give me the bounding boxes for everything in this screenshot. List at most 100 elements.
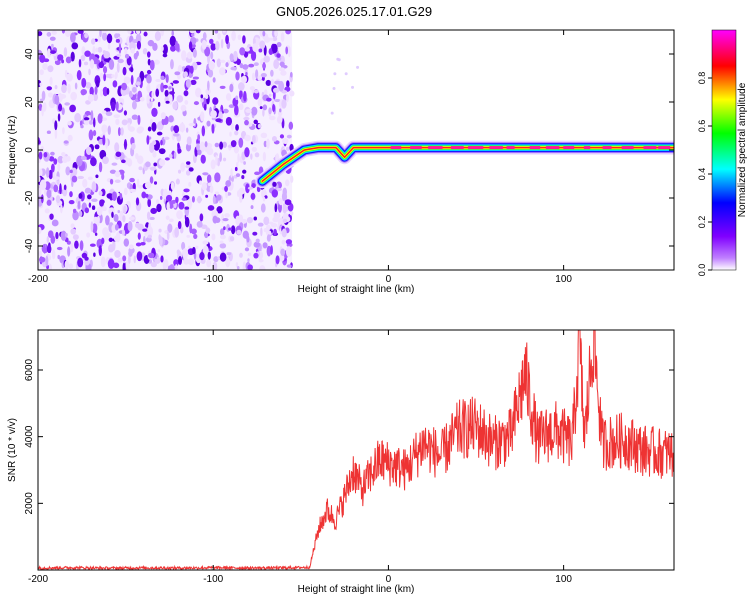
noise-blob <box>193 117 197 128</box>
noise-blob <box>88 202 92 208</box>
noise-blob <box>278 254 285 262</box>
noise-blob <box>39 82 43 87</box>
noise-blob <box>229 131 232 137</box>
noise-blob <box>215 118 222 123</box>
noise-blob <box>268 93 272 97</box>
noise-blob <box>135 242 142 247</box>
noise-blob <box>245 108 252 113</box>
noise-blob <box>146 94 150 104</box>
noise-blob <box>196 143 200 152</box>
noise-blob <box>128 250 133 257</box>
noise-blob <box>168 218 174 223</box>
noise-blob <box>200 94 204 99</box>
noise-blob <box>57 155 64 164</box>
noise-blob <box>147 234 153 239</box>
noise-blob <box>174 264 178 270</box>
noise-blob <box>193 101 200 106</box>
noise-blob <box>146 85 150 92</box>
noise-blob <box>105 215 110 226</box>
noise-blob <box>67 246 71 257</box>
noise-blob <box>271 135 277 142</box>
noise-blob <box>121 173 125 181</box>
noise-blob <box>247 252 252 257</box>
noise-blob <box>138 166 143 171</box>
noise-blob <box>90 221 94 233</box>
noise-blob <box>259 265 266 270</box>
noise-blob <box>78 210 83 217</box>
noise-blob <box>274 30 278 37</box>
noise-blob <box>216 157 221 167</box>
noise-blob <box>146 74 152 84</box>
noise-blob <box>61 59 65 64</box>
noise-blob <box>182 248 189 259</box>
noise-blob <box>144 193 149 198</box>
noise-blob <box>235 71 240 81</box>
noise-blob <box>332 86 336 90</box>
noise-blob <box>153 181 158 185</box>
noise-blob <box>155 199 160 205</box>
noise-blob <box>86 232 91 238</box>
noise-blob <box>219 85 226 89</box>
noise-blob <box>178 201 185 210</box>
noise-blob <box>55 231 59 240</box>
noise-blob <box>186 136 192 146</box>
noise-blob <box>254 152 260 158</box>
noise-blob <box>220 59 226 63</box>
noise-blob <box>255 69 259 79</box>
y-tick-label: 4000 <box>24 425 35 448</box>
noise-blob <box>155 78 161 83</box>
noise-blob <box>115 118 120 126</box>
noise-blob <box>159 195 163 200</box>
noise-blob <box>197 134 201 141</box>
noise-blob <box>209 38 214 45</box>
noise-blob <box>230 225 236 235</box>
noise-blob <box>160 30 165 37</box>
noise-blob <box>112 80 118 88</box>
noise-blob <box>177 142 180 149</box>
noise-blob <box>185 170 191 176</box>
noise-blob <box>193 233 198 239</box>
noise-blob <box>183 90 189 97</box>
x-tick-label: -200 <box>28 274 48 285</box>
noise-blob <box>285 179 290 187</box>
noise-blob <box>168 86 172 90</box>
noise-blob <box>47 249 51 254</box>
noise-blob <box>172 101 178 110</box>
noise-blob <box>188 167 194 172</box>
noise-blob <box>230 168 233 178</box>
noise-blob <box>107 258 115 270</box>
noise-blob <box>38 250 43 257</box>
noise-blob <box>282 138 289 145</box>
noise-blob <box>158 158 166 167</box>
noise-blob <box>152 42 158 51</box>
noise-blob <box>94 85 98 95</box>
noise-blob <box>237 34 242 41</box>
noise-blob <box>108 59 115 70</box>
noise-blob <box>123 139 128 150</box>
noise-blob <box>228 104 235 109</box>
noise-blob <box>333 72 337 76</box>
noise-blob <box>95 47 99 53</box>
spectrogram-y-ticks: -40 -20 0 20 40 <box>24 48 674 253</box>
noise-blob <box>123 110 128 116</box>
noise-blob <box>57 163 61 172</box>
snr-x-ticks: -200 -100 0 100 <box>28 330 572 585</box>
noise-blob <box>202 172 209 176</box>
noise-blob <box>91 198 98 202</box>
noise-blob <box>259 106 263 110</box>
noise-blob <box>200 224 208 229</box>
noise-blob <box>220 228 225 236</box>
noise-blob <box>150 207 158 215</box>
noise-blob <box>136 155 144 165</box>
noise-blob <box>282 202 287 214</box>
noise-blob <box>72 210 79 221</box>
noise-blob <box>286 93 289 103</box>
noise-blob <box>225 256 231 268</box>
tone-peak <box>563 146 575 150</box>
noise-blob <box>53 158 58 165</box>
noise-blob <box>199 180 202 186</box>
noise-blob <box>236 265 240 270</box>
noise-blob <box>233 50 238 62</box>
noise-blob <box>108 237 113 242</box>
spectrogram-x-ticks: -200 -100 0 100 <box>28 30 572 285</box>
